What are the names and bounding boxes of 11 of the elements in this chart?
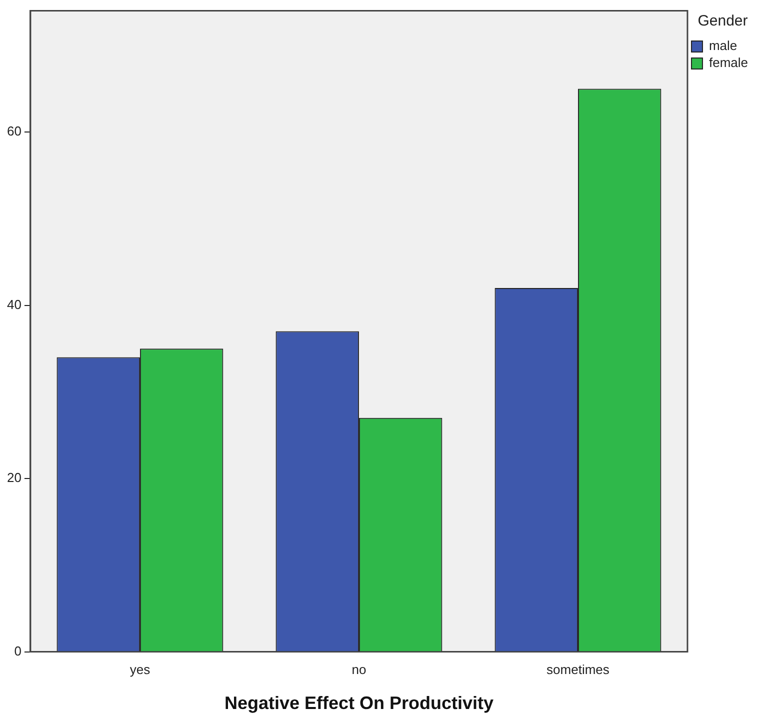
- y-tick-label: 40: [6, 296, 22, 312]
- x-tick-label: yes: [130, 662, 151, 678]
- y-tick-label: 60: [6, 124, 22, 139]
- x-tick-label: sometimes: [546, 662, 610, 678]
- y-tick-label: 0: [14, 643, 22, 658]
- y-tick-label: 20: [6, 470, 22, 486]
- x-tick-label: no: [352, 662, 366, 678]
- legend-label: male: [708, 38, 738, 54]
- x-axis-title: Negative Effect On Productivity: [224, 693, 494, 714]
- legend-label: female: [708, 55, 748, 70]
- legend-title: Gender: [698, 12, 748, 30]
